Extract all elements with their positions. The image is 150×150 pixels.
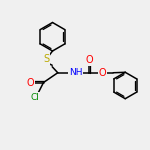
Text: S: S (44, 54, 50, 64)
Text: Cl: Cl (31, 93, 40, 102)
Text: O: O (26, 78, 34, 87)
Text: O: O (85, 55, 93, 65)
Text: O: O (99, 68, 106, 78)
Text: NH: NH (69, 68, 82, 77)
